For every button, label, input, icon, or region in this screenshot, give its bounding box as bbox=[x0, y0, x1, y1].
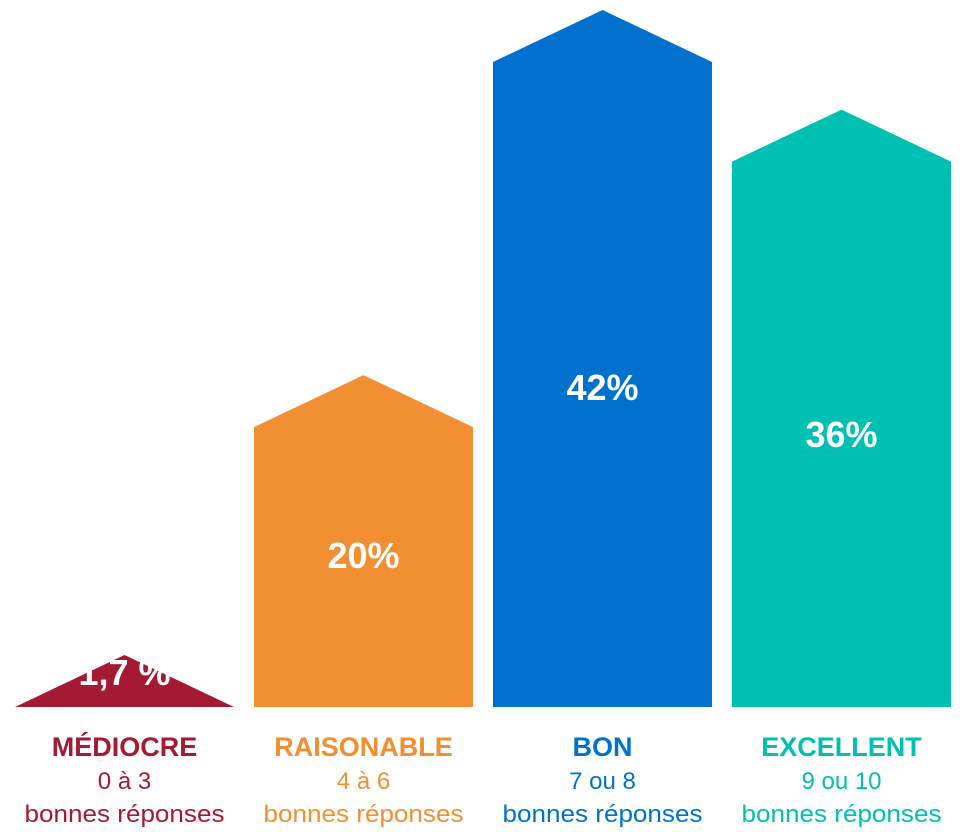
category-sub-2: bonnes réponses bbox=[503, 801, 703, 828]
value-label-1: 20% bbox=[327, 535, 399, 576]
category-sub-1: bonnes réponses bbox=[264, 801, 464, 828]
bars-group bbox=[15, 10, 951, 708]
category-name-2: BON bbox=[573, 732, 633, 762]
category-sub-0: bonnes réponses bbox=[25, 801, 225, 828]
category-name-1: RAISONABLE bbox=[274, 732, 453, 762]
bar-3 bbox=[732, 109, 951, 708]
category-name-3: EXCELLENT bbox=[761, 732, 922, 762]
category-labels-group: MÉDIOCRE 0 à 3 bonnes réponses RAISONABLE 4 … bbox=[25, 731, 942, 828]
category-sub-3: bonnes réponses bbox=[742, 801, 942, 828]
bar-2 bbox=[493, 10, 712, 707]
value-labels-group: 1,7 % 20% 42% 36% bbox=[78, 367, 877, 693]
value-label-0: 1,7 % bbox=[78, 652, 170, 693]
bar-1 bbox=[254, 375, 473, 707]
value-label-3: 36% bbox=[805, 414, 877, 455]
category-range-2: 7 ou 8 bbox=[569, 768, 636, 795]
category-range-0: 0 à 3 bbox=[98, 768, 151, 795]
bar-0 bbox=[15, 655, 234, 707]
category-range-3: 9 ou 10 bbox=[801, 768, 881, 795]
category-name-0: MÉDIOCRE bbox=[52, 731, 198, 762]
category-range-1: 4 à 6 bbox=[337, 768, 390, 795]
value-label-2: 42% bbox=[566, 367, 638, 408]
